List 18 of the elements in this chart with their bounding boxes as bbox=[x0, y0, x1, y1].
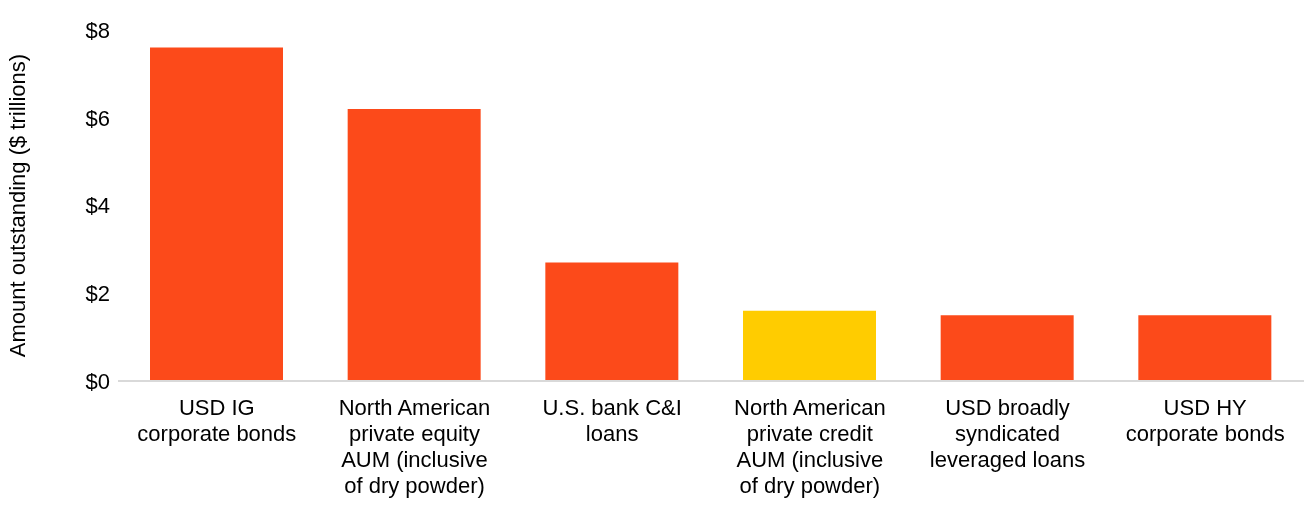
y-tick-label: $0 bbox=[85, 368, 110, 394]
x-tick-label: USD IG corporate bonds bbox=[137, 395, 297, 446]
y-tick-label: $8 bbox=[85, 17, 110, 43]
y-tick-label: $6 bbox=[85, 105, 110, 131]
bar bbox=[150, 47, 283, 381]
y-tick-label: $2 bbox=[85, 281, 110, 307]
bar bbox=[1138, 315, 1272, 381]
x-tick-label: USD broadly syndicated leveraged loans bbox=[929, 395, 1086, 472]
bar bbox=[940, 315, 1074, 381]
bar bbox=[743, 310, 876, 381]
x-tick-label: North American private equity AUM (inclusive of dry powder) bbox=[338, 395, 491, 498]
y-axis-title: Amount outstanding ($ trillions) bbox=[4, 53, 30, 358]
x-tick-label: USD HY corporate bonds bbox=[1125, 395, 1285, 446]
bar bbox=[347, 108, 481, 381]
bar bbox=[545, 262, 679, 381]
y-tick-label: $4 bbox=[85, 193, 110, 219]
x-tick-label: North American private credit AUM (inclusive of dry powder) bbox=[734, 395, 886, 498]
x-tick-label: U.S. bank C&I loans bbox=[542, 395, 682, 446]
